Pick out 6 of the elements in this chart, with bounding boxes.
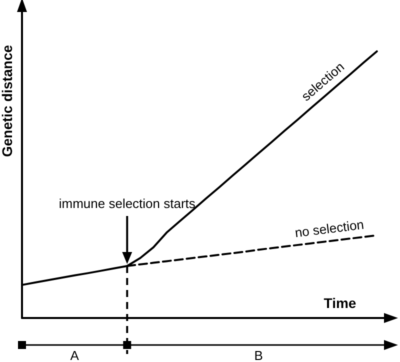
text: no selection <box>294 216 365 240</box>
annotation: immune selection starts <box>58 196 196 211</box>
y-axis-title: Genetic distance <box>0 44 15 158</box>
x-axis-title: Time <box>324 295 356 311</box>
text: A <box>70 348 80 362</box>
text: B <box>254 348 263 362</box>
